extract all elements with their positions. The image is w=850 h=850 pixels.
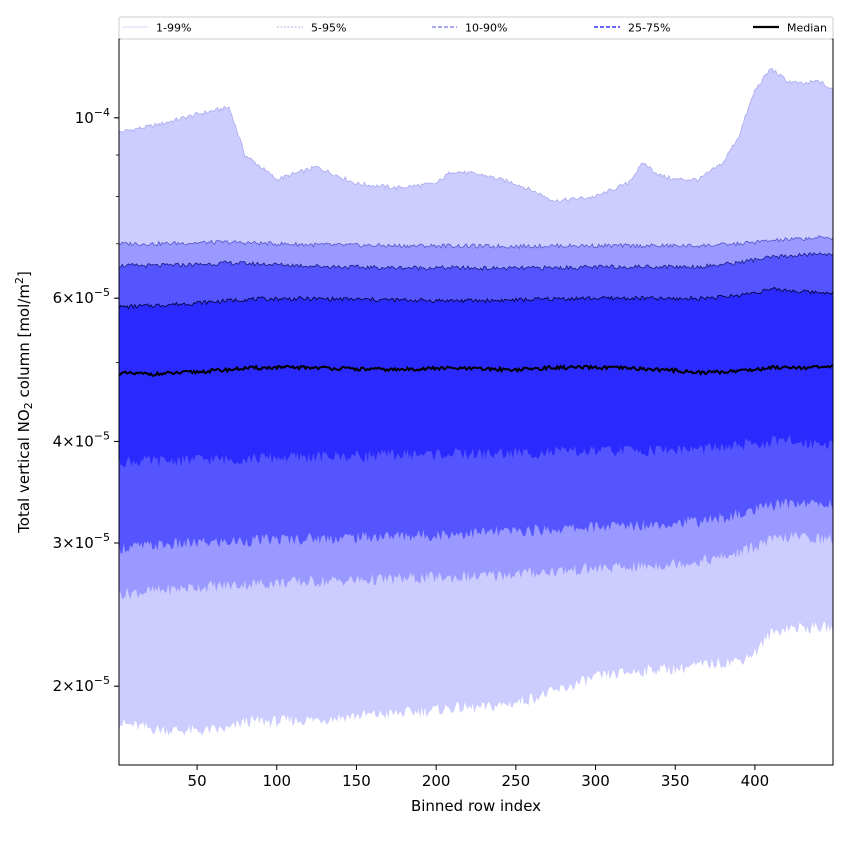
x-tick-label: 100 — [262, 772, 291, 790]
x-axis-label: Binned row index — [411, 797, 541, 815]
plot-bands — [119, 68, 833, 736]
y-tick-label: 10−4 — [75, 106, 110, 127]
x-tick-label: 50 — [188, 772, 207, 790]
band-upper-line-5-95% — [118, 235, 834, 250]
x-tick-label: 400 — [741, 772, 770, 790]
band-25-75% — [119, 287, 833, 468]
legend: 1-99% 5-95% 10-90% 25-75% Median — [118, 16, 834, 40]
x-tick-label: 300 — [581, 772, 610, 790]
x-axis: 50 100 150 200 250 300 350 400 — [188, 765, 770, 790]
y-tick-label: 6×10−5 — [53, 286, 110, 307]
x-tick-label: 150 — [342, 772, 371, 790]
band-upper-line-25-75% — [118, 287, 834, 310]
y-tick-label: 4×10−5 — [53, 429, 110, 450]
band-upper-line-1-99% — [118, 68, 834, 203]
legend-label: 5-95% — [311, 22, 346, 35]
legend-label: Median — [787, 22, 827, 35]
band-upper-line-10-90% — [118, 252, 834, 272]
y-axis: 10−4 6×10−5 4×10−5 3×10−5 2×10−5 — [53, 106, 119, 695]
x-tick-label: 250 — [502, 772, 531, 790]
legend-label: 10-90% — [465, 22, 507, 35]
y-tick-label: 3×10−5 — [53, 531, 110, 552]
y-axis-label: Total vertical NO2 column [mol/m2] — [13, 271, 35, 534]
plot-lines — [118, 68, 834, 377]
legend-label: 25-75% — [628, 22, 670, 35]
legend-frame — [118, 16, 834, 40]
median-line — [118, 364, 834, 377]
x-tick-label: 200 — [422, 772, 451, 790]
x-tick-label: 350 — [661, 772, 690, 790]
y-tick-label: 2×10−5 — [53, 674, 110, 695]
legend-label: 1-99% — [156, 22, 191, 35]
